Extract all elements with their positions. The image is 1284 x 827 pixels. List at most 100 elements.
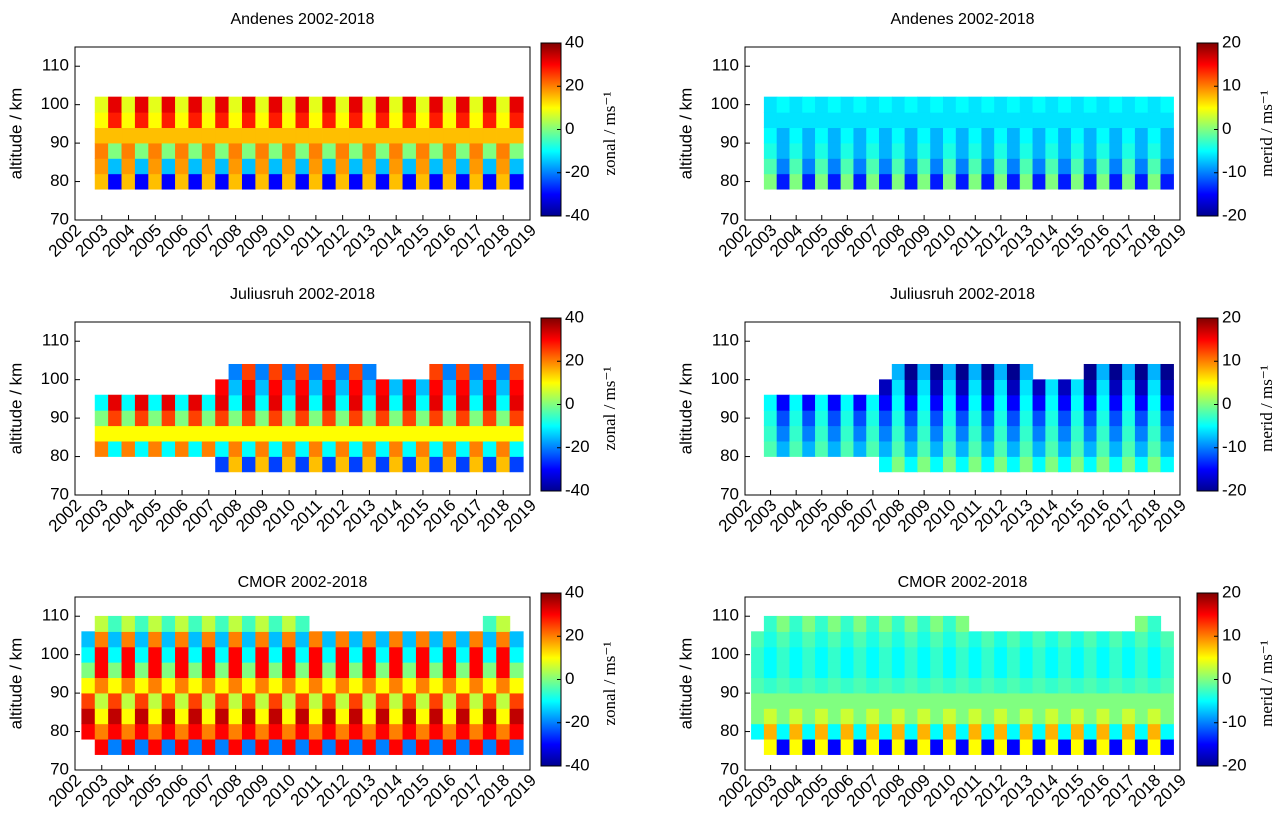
heatmap-cell xyxy=(402,677,417,694)
heatmap-cell xyxy=(295,158,310,175)
heatmap-cell xyxy=(509,379,524,396)
heatmap-cell xyxy=(827,708,842,725)
heatmap-cell xyxy=(161,708,176,725)
heatmap-cell xyxy=(429,112,444,129)
heatmap-cell xyxy=(904,646,919,663)
heatmap-cell xyxy=(134,410,149,427)
heatmap-cell xyxy=(955,112,970,129)
heatmap-cell xyxy=(188,631,203,648)
heatmap-cell xyxy=(789,410,803,427)
heatmap-cell xyxy=(1134,677,1149,694)
heatmap-cell xyxy=(308,112,323,129)
heatmap-cell xyxy=(866,142,880,159)
heatmap-cell xyxy=(389,456,404,473)
heatmap-cell xyxy=(201,173,216,190)
heatmap-cell xyxy=(456,425,471,442)
y-tick-label: 80 xyxy=(50,446,69,465)
heatmap-cell xyxy=(1058,425,1072,442)
heatmap-cell xyxy=(282,96,297,113)
heatmap-cell xyxy=(1006,631,1021,648)
heatmap-cell xyxy=(175,394,190,411)
heatmap-cell xyxy=(469,96,484,113)
heatmap-cell xyxy=(891,142,906,159)
heatmap-cell xyxy=(415,723,430,740)
heatmap-cell xyxy=(802,692,816,709)
heatmap-cell xyxy=(188,425,203,442)
heatmap-cell xyxy=(1032,456,1046,473)
heatmap-cell xyxy=(994,456,1008,473)
heatmap-cell xyxy=(201,425,216,442)
heatmap-cell xyxy=(930,142,944,159)
heatmap-cell xyxy=(509,410,524,427)
heatmap-cell xyxy=(776,615,791,632)
heatmap-cell xyxy=(415,142,430,159)
heatmap-cell xyxy=(1134,410,1149,427)
heatmap-cell xyxy=(1083,96,1098,113)
heatmap-cell xyxy=(776,738,791,755)
heatmap-cell xyxy=(241,394,256,411)
heatmap-cell xyxy=(1109,425,1123,442)
heatmap-cell xyxy=(148,440,163,457)
heatmap-cell xyxy=(148,738,163,755)
heatmap-cell xyxy=(215,708,230,725)
colorbar-tick-label: 10 xyxy=(1222,351,1241,370)
heatmap-cell xyxy=(482,738,497,755)
heatmap-cell xyxy=(241,127,256,144)
heatmap-cell xyxy=(215,646,230,663)
heatmap-cell xyxy=(1122,738,1136,755)
heatmap-cell xyxy=(1096,127,1110,144)
heatmap-cell xyxy=(456,410,471,427)
heatmap-cell xyxy=(389,425,404,442)
heatmap-cell xyxy=(482,677,497,694)
heatmap-cell xyxy=(295,662,310,679)
heatmap-cell xyxy=(1122,677,1136,694)
heatmap-cell xyxy=(322,646,337,663)
heatmap-cell xyxy=(161,615,176,632)
heatmap-cell xyxy=(402,112,417,129)
heatmap-cell xyxy=(943,456,957,473)
heatmap-cell xyxy=(1019,440,1034,457)
colorbar-tick-label: -20 xyxy=(565,712,590,731)
heatmap-cell xyxy=(295,379,310,396)
heatmap-cell xyxy=(943,379,957,396)
heatmap-cell xyxy=(442,96,457,113)
heatmap-cell xyxy=(1147,456,1162,473)
heatmap-cell xyxy=(1160,677,1174,694)
heatmap-cell xyxy=(917,173,931,190)
heatmap-cell xyxy=(981,112,995,129)
heatmap-cell xyxy=(201,631,216,648)
heatmap-cell xyxy=(827,158,842,175)
heatmap-cell xyxy=(161,723,176,740)
heatmap-cell xyxy=(930,158,944,175)
heatmap-cell xyxy=(134,738,149,755)
heatmap-cell xyxy=(148,662,163,679)
heatmap-cell xyxy=(469,142,484,159)
y-tick-label: 80 xyxy=(720,171,739,190)
heatmap-cell xyxy=(375,708,390,725)
heatmap-cell xyxy=(295,646,310,663)
heatmap-cell xyxy=(349,379,364,396)
heatmap-cell xyxy=(930,96,944,113)
heatmap-cell xyxy=(879,158,893,175)
heatmap-cell xyxy=(763,615,778,632)
panel-title: CMOR 2002-2018 xyxy=(898,574,1028,591)
heatmap-cell xyxy=(175,96,190,113)
heatmap-cell xyxy=(776,425,791,442)
heatmap-cell xyxy=(509,738,524,755)
y-tick-label: 70 xyxy=(50,484,69,503)
heatmap-cell xyxy=(241,692,256,709)
heatmap-cell xyxy=(349,631,364,648)
heatmap-cell xyxy=(335,127,350,144)
heatmap-cell xyxy=(509,425,524,442)
heatmap-cell xyxy=(776,96,791,113)
colorbar-tick-label: -20 xyxy=(565,437,590,456)
heatmap-cell xyxy=(121,615,136,632)
heatmap-cell xyxy=(295,363,310,380)
heatmap-cell xyxy=(917,662,931,679)
heatmap-cell xyxy=(981,708,995,725)
heatmap-cell xyxy=(840,127,855,144)
heatmap-cell xyxy=(955,631,970,648)
heatmap-cell xyxy=(1070,379,1085,396)
heatmap-cell xyxy=(389,677,404,694)
heatmap-cell xyxy=(955,677,970,694)
